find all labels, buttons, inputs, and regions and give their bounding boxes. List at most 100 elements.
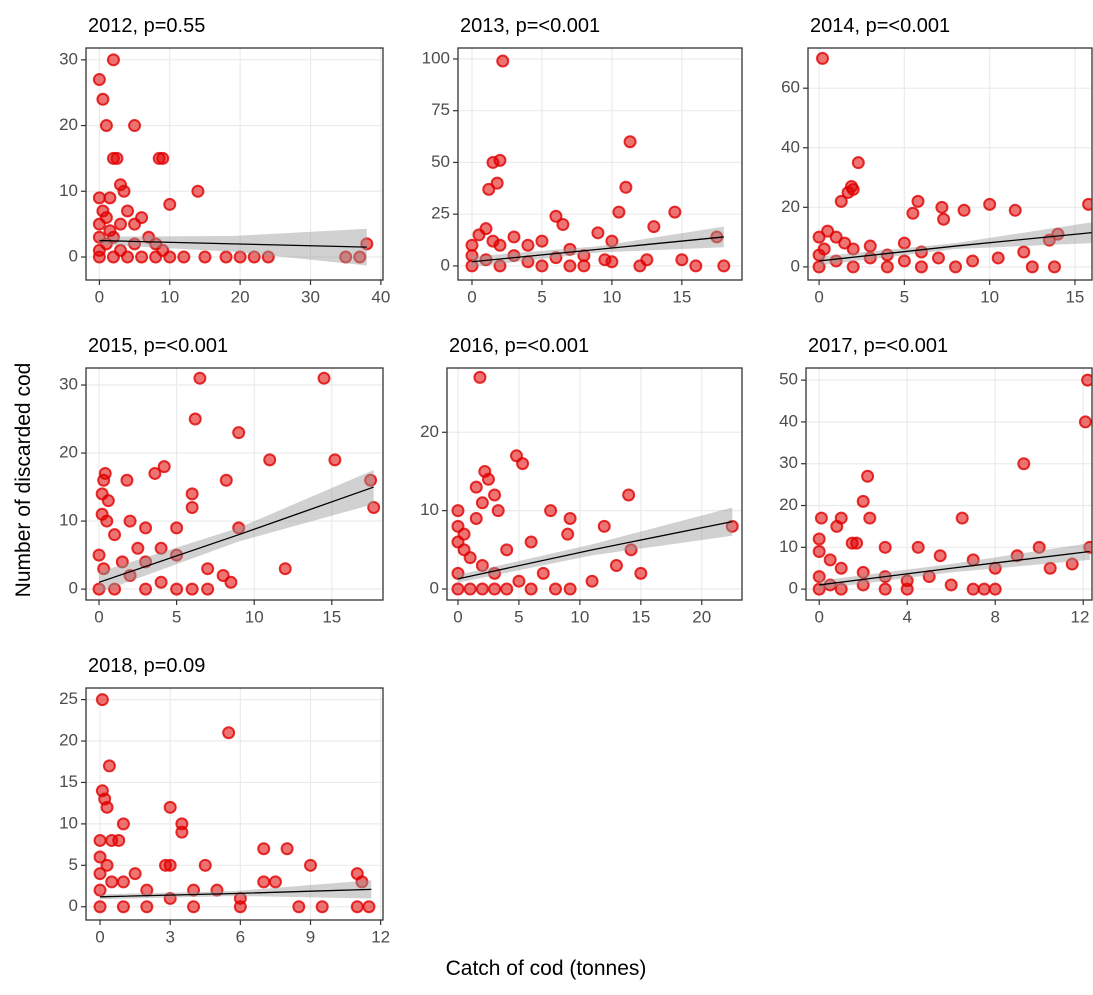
y-tick-label: 0 [69,896,78,915]
point [339,250,353,264]
point [493,153,507,167]
point [268,875,282,889]
y-tick-label: 100 [422,48,450,67]
point [139,521,153,535]
x-tick-label: 4 [902,607,911,626]
point [100,800,114,814]
point [838,236,852,250]
point [92,548,106,562]
point [100,858,114,872]
point [185,582,199,596]
point [157,460,171,474]
point [304,858,318,872]
x-tick-label: 10 [602,287,621,306]
point [668,205,682,219]
point [482,182,496,196]
point [364,473,378,487]
point [622,488,636,502]
y-tick-label: 10 [420,500,439,519]
point [159,858,173,872]
point [232,521,246,535]
point [957,203,971,217]
point [463,551,477,565]
point [900,582,914,596]
confidence-band [99,470,374,593]
x-tick-label: 10 [245,607,264,626]
panel-title: 2015, p=<0.001 [88,335,228,357]
point [647,220,661,234]
point [185,500,199,514]
point [210,883,224,897]
fit-line [819,550,1090,586]
point [633,259,647,273]
plot-area [92,371,381,596]
point [983,197,997,211]
point [725,519,739,533]
x-axis-title: Catch of cod (tonnes) [446,957,647,980]
point [1032,540,1046,554]
point [846,242,860,256]
panel-title: 2013, p=<0.001 [460,15,600,37]
panel-title: 2016, p=<0.001 [449,335,589,357]
y-tick-label: 30 [59,49,78,68]
panel: 2018, p=0.09 0 3 6 9 12 0 5 10 15 20 25 [59,655,390,946]
point [856,494,870,508]
plot-area [465,54,731,273]
point [563,259,577,273]
point [535,259,549,273]
plot-area [812,373,1092,596]
y-tick-label: 25 [59,689,78,708]
point [92,243,106,257]
point [139,582,153,596]
point [131,541,145,555]
x-tick-label: 10 [980,287,999,306]
x-tick-label: 10 [160,287,179,306]
y-tick-label: 20 [59,115,78,134]
point [577,259,591,273]
y-tick-label: 50 [779,370,798,389]
y-tick-label: 0 [69,579,78,598]
plot-area [93,693,376,914]
point [177,250,191,264]
point [906,206,920,220]
point [585,574,599,588]
y-tick-label: 10 [59,511,78,530]
y-tick-label: 60 [781,78,800,97]
point [113,217,127,231]
point [949,260,963,274]
confidence-band [819,543,1090,590]
point [856,565,870,579]
point [500,582,514,596]
point [193,371,207,385]
point [105,875,119,889]
point [170,582,184,596]
point [1017,457,1031,471]
point [493,238,507,252]
point [1065,557,1079,571]
point [128,867,142,881]
point [93,867,107,881]
x-tick-label: 0 [95,287,104,306]
point [292,900,306,914]
point [116,900,130,914]
point [103,191,117,205]
point [935,200,949,214]
panel-title: 2014, p=<0.001 [810,15,950,37]
point [561,527,575,541]
point [491,504,505,518]
point [93,883,107,897]
point [609,559,623,573]
panel-border [807,47,1093,281]
x-tick-label: 5 [900,287,909,306]
x-tick-label: 15 [322,607,341,626]
point [123,514,137,528]
y-tick-label: 0 [789,579,798,598]
point [977,582,991,596]
point [933,549,947,563]
point [232,426,246,440]
point [187,900,201,914]
point [812,532,826,546]
panel-background [447,368,742,600]
y-tick-label: 30 [59,374,78,393]
